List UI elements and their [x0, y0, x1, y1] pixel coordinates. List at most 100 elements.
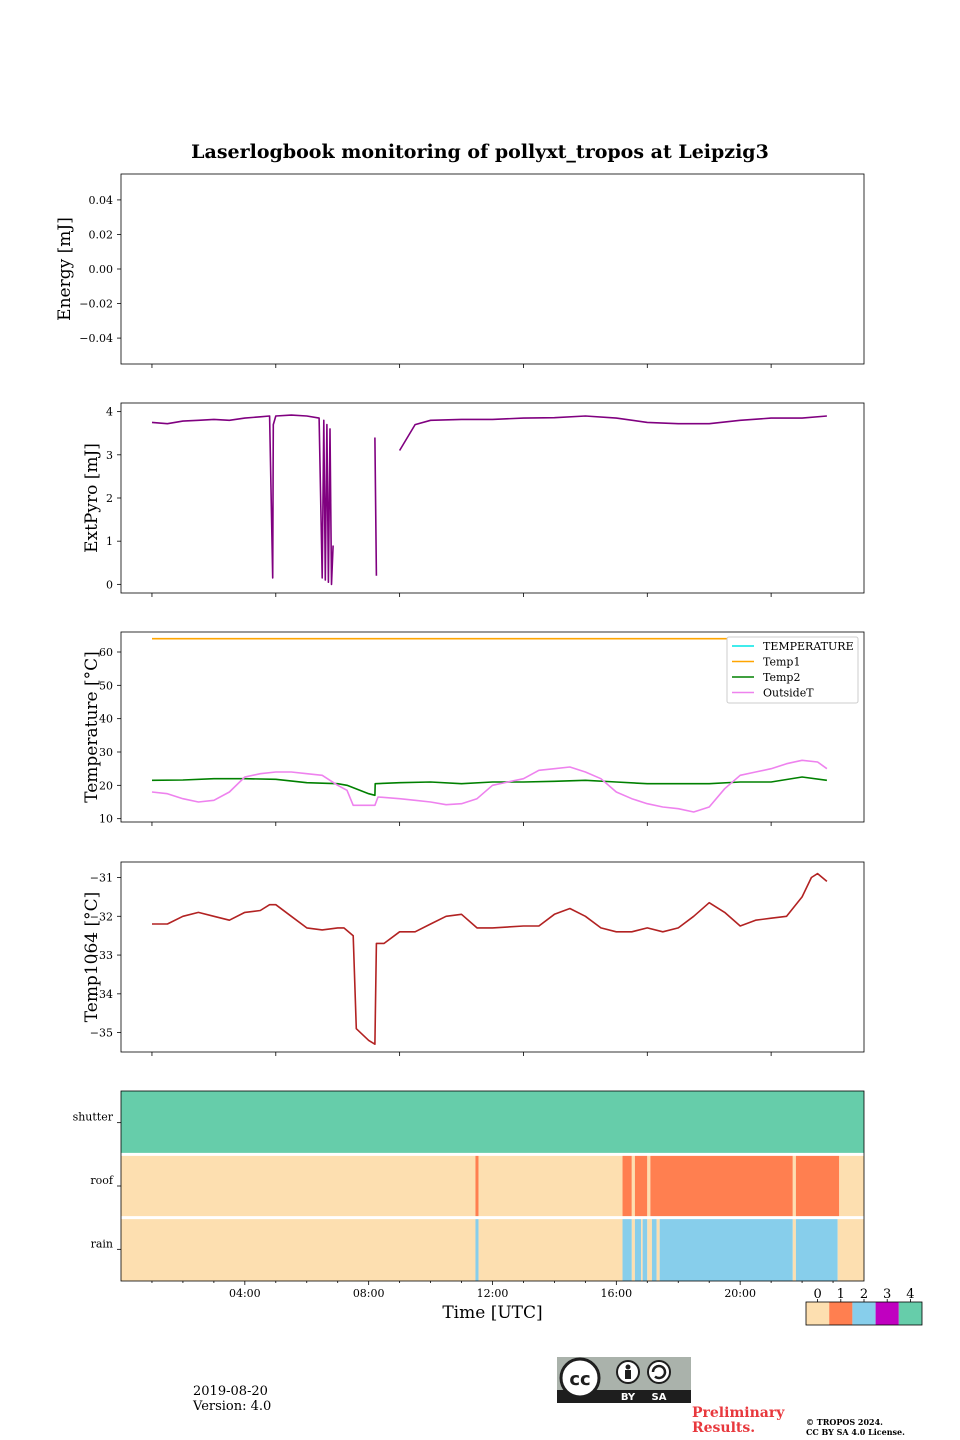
axes-frame [120, 861, 865, 1053]
colorbar-swatch [875, 1302, 899, 1325]
status-cell-roof [795, 1154, 840, 1218]
legend-entry: Temp1 [763, 656, 800, 669]
y-tick-label: −33 [90, 949, 113, 962]
status-cell-roof [121, 1154, 476, 1218]
cc-icon-label: cc [569, 1369, 590, 1390]
colorbar-tick-label: 0 [813, 1287, 821, 1302]
status-cell-rain [634, 1217, 642, 1281]
y-axis-label: ExtPyro [mJ] [82, 443, 102, 553]
y-tick-label: 1 [106, 535, 113, 548]
y-tick-label: −35 [90, 1027, 113, 1040]
y-tick-label: 2 [106, 492, 113, 505]
status-cell-rain [478, 1217, 623, 1281]
y-tick-label: −32 [90, 910, 113, 923]
status-cell-roof [634, 1154, 648, 1218]
legend-entry: OutsideT [763, 687, 814, 700]
y-tick-label: 40 [99, 713, 113, 726]
sa-arrow [651, 1364, 667, 1380]
row-label-rain: rain [91, 1237, 113, 1250]
y-axis-label: Energy [mJ] [55, 217, 75, 321]
y-tick-label: 0.04 [89, 194, 114, 207]
series-line-temp1064 [152, 872, 828, 1045]
panel-temp1064: −31 −32 −33 −34 −35 Temp1064 [°C] [82, 861, 865, 1056]
x-axis-label: Time [UTC] [442, 1303, 542, 1323]
status-cell-roof [647, 1154, 651, 1218]
y-tick-label: 30 [99, 746, 113, 759]
colorbar-tick-label: 3 [883, 1287, 891, 1302]
status-cell-rain [837, 1217, 864, 1281]
axes-frame [120, 173, 865, 365]
panel-status: shutter roof rain 04:00 08:00 12:00 16:00 20:00… [73, 1090, 865, 1323]
preliminary-line2: Results. [692, 1420, 756, 1436]
footer-date: 2019-08-20 [193, 1384, 268, 1399]
preliminary-note: Preliminary Results. [692, 1406, 784, 1436]
status-cell-rain [792, 1217, 796, 1281]
status-cell-rain [622, 1217, 632, 1281]
status-cell-rain [642, 1217, 648, 1281]
y-tick-label: −34 [90, 988, 113, 1001]
axes-frame [120, 402, 865, 594]
status-cell-roof [792, 1154, 796, 1218]
status-cell-rain [795, 1217, 838, 1281]
x-tick-label: 12:00 [477, 1287, 509, 1300]
sa-icon [647, 1360, 671, 1384]
y-tick-label: 50 [99, 679, 113, 692]
status-cell-rain [656, 1217, 660, 1281]
status-cell-rain [647, 1217, 652, 1281]
status-cell-roof [650, 1154, 793, 1218]
status-cell-roof [475, 1154, 479, 1218]
colorbar-swatch [806, 1302, 830, 1325]
x-tick-label: 20:00 [724, 1287, 756, 1300]
status-cell-rain [631, 1217, 635, 1281]
x-tick-label: 16:00 [600, 1287, 632, 1300]
status-cell-rain [651, 1217, 657, 1281]
status-cell-shutter [121, 1091, 864, 1155]
y-tick-label: 0.00 [89, 263, 114, 276]
legend-entry: TEMPERATURE [763, 640, 854, 653]
y-tick-label: −31 [90, 872, 113, 885]
copyright-note: © TROPOS 2024. CC BY SA 4.0 License. [806, 1417, 905, 1437]
footer-version: Version: 4.0 [193, 1399, 272, 1414]
y-tick-label: 10 [99, 813, 113, 826]
x-tick-label: 08:00 [353, 1287, 385, 1300]
status-cell-rain [121, 1217, 476, 1281]
preliminary-line1: Preliminary [692, 1405, 785, 1421]
y-tick-label: 0.02 [89, 228, 114, 241]
y-axis-label: Temperature [°C] [82, 651, 102, 803]
colorbar-tick-label: 4 [906, 1287, 914, 1302]
y-axis-label: Temp1064 [°C] [82, 892, 102, 1023]
x-tick-label: 04:00 [229, 1287, 261, 1300]
panel-energy: 0.04 0.02 0.00 −0.02 −0.04 Energy [mJ] [55, 173, 865, 368]
cc-sa-label: SA [652, 1392, 667, 1403]
status-cell-roof [622, 1154, 632, 1218]
series-line-extpyro [151, 414, 827, 586]
row-label-shutter: shutter [73, 1111, 114, 1124]
series-line-temp2 [151, 776, 828, 797]
by-person-head [625, 1364, 631, 1370]
y-tick-label: 20 [99, 779, 113, 792]
status-cell-roof [478, 1154, 623, 1218]
panel-extpyro: 0 1 2 3 4 ExtPyro [mJ] [82, 402, 865, 597]
y-tick-label: −0.02 [79, 298, 113, 311]
row-label-roof: roof [90, 1174, 114, 1187]
status-cell-rain [475, 1217, 479, 1281]
series-line-outsidet [151, 759, 828, 813]
colorbar-swatch [898, 1302, 922, 1325]
colorbar-tick-label: 2 [860, 1287, 868, 1302]
copyright-line1: © TROPOS 2024. [806, 1417, 883, 1427]
legend-entry: Temp2 [763, 671, 800, 684]
y-tick-label: 3 [106, 449, 113, 462]
colorbar-tick-label: 1 [837, 1287, 845, 1302]
status-cell-rain [641, 1217, 643, 1281]
y-tick-label: 0 [106, 578, 113, 591]
legend-box [726, 636, 859, 704]
colorbar-swatch [852, 1302, 876, 1325]
y-tick-label: −0.04 [79, 332, 113, 345]
status-cell-roof [631, 1154, 635, 1218]
y-tick-label: 4 [106, 406, 113, 419]
y-tick-label: 60 [99, 646, 113, 659]
